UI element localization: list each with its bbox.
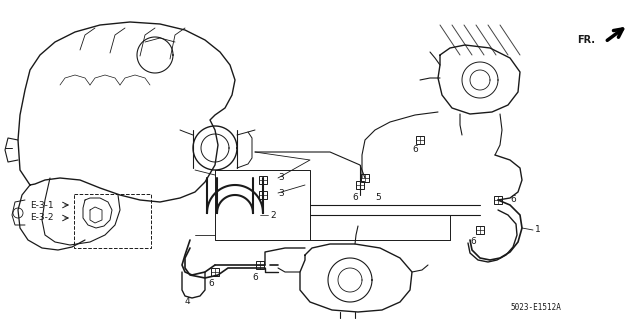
- Bar: [256, 261, 264, 269]
- Bar: [211, 268, 219, 276]
- Text: E-3-1: E-3-1: [30, 201, 54, 210]
- Bar: [356, 181, 364, 189]
- Text: 5023-E1512A: 5023-E1512A: [510, 303, 561, 313]
- Text: 3: 3: [278, 189, 284, 197]
- Bar: [476, 226, 484, 234]
- Text: 2: 2: [270, 211, 276, 219]
- Text: 4: 4: [185, 298, 191, 307]
- Text: E-3-2: E-3-2: [30, 213, 54, 222]
- Bar: [494, 196, 502, 204]
- Text: 6: 6: [208, 278, 214, 287]
- Text: 6: 6: [252, 273, 258, 283]
- Bar: [416, 136, 424, 144]
- Text: 6: 6: [510, 196, 516, 204]
- Text: 6: 6: [352, 194, 358, 203]
- Text: 1: 1: [535, 226, 541, 234]
- Bar: [361, 174, 369, 182]
- Text: 3: 3: [278, 174, 284, 182]
- Text: 6: 6: [470, 238, 476, 247]
- Text: FR.: FR.: [577, 35, 595, 45]
- Text: 6: 6: [412, 145, 418, 154]
- Bar: [259, 176, 267, 184]
- Bar: [259, 191, 267, 199]
- Text: 5: 5: [375, 194, 381, 203]
